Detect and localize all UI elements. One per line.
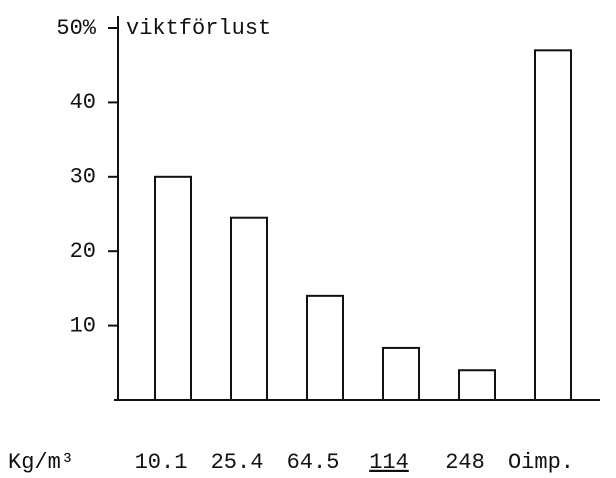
x-axis-title: Kg/m³	[8, 450, 74, 475]
y-tick-label: 20	[70, 239, 96, 264]
bar	[382, 346, 420, 402]
x-tick-label: 25.4	[211, 450, 264, 475]
y-tick-label: 40	[70, 90, 96, 115]
y-axis-title: viktförlust	[126, 16, 271, 41]
x-tick-label: 64.5	[287, 450, 340, 475]
bar	[230, 216, 268, 401]
y-tick-label: 10	[70, 313, 96, 338]
bar	[458, 369, 496, 401]
bar	[306, 294, 344, 401]
bar	[534, 49, 572, 401]
y-tick-label: 50%	[56, 16, 96, 41]
y-tick-label: 30	[70, 165, 96, 190]
x-tick-label: 248	[445, 450, 485, 475]
bar	[154, 175, 192, 401]
x-tick-label: Oimp.	[508, 450, 574, 475]
x-tick-label: 10.1	[135, 450, 188, 475]
x-tick-label: 114	[369, 450, 409, 475]
